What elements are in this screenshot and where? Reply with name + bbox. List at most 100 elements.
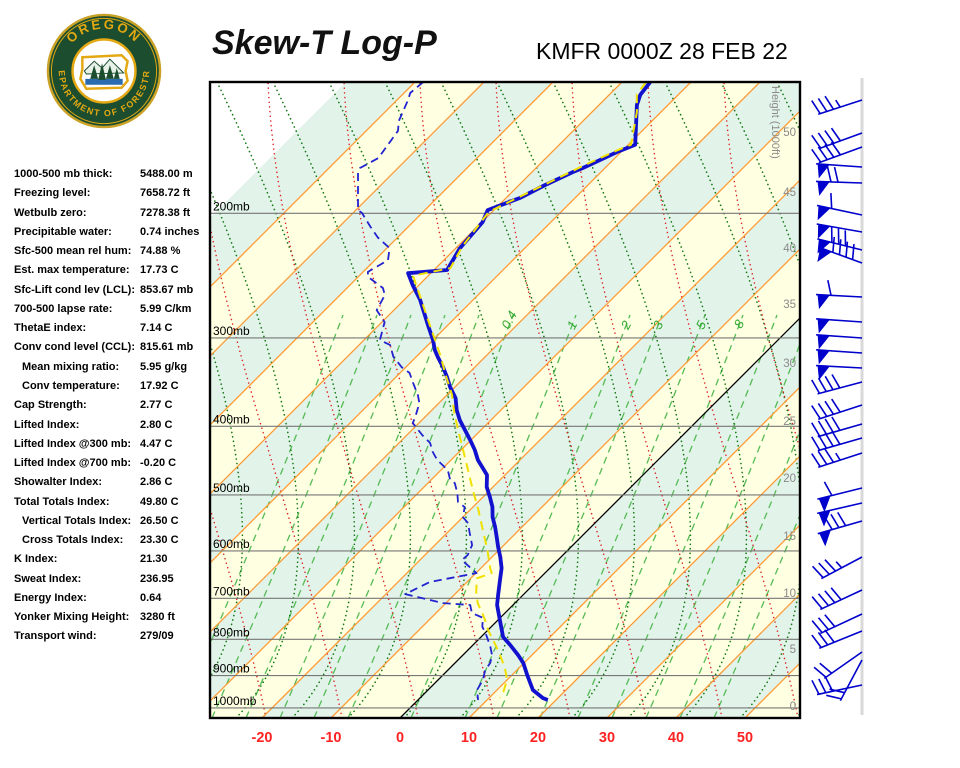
wind-barb: [811, 430, 863, 452]
dry-adiabat-line: [876, 82, 960, 718]
index-row: Lifted Index @700 mb: -0.20 C: [12, 457, 212, 476]
temp-band: [952, 82, 960, 718]
index-row: ThetaE index: 7.14 C: [12, 322, 212, 341]
height-tick-label: 10: [783, 588, 796, 600]
index-value: 3280 ft: [140, 611, 175, 623]
mixing-ratio-line: [645, 342, 800, 718]
chart-frame: [208, 80, 802, 720]
index-row: Est. max temperature: 17.73 C: [12, 264, 212, 283]
index-value: 49.80 C: [140, 496, 179, 508]
index-label: Freezing level:: [14, 187, 91, 199]
zero-isotherm-line: [399, 317, 800, 718]
index-label: Showalter Index:: [14, 476, 103, 488]
chart-grid: 0.4 1 2 3 5 8: [210, 82, 960, 718]
moist-adiabat-line: [720, 82, 800, 718]
wind-barb: [811, 398, 863, 420]
wind-barb: [811, 141, 863, 164]
temp-band: [883, 82, 960, 718]
wind-barb: [811, 587, 863, 611]
index-row: Mean mixing ratio: 5.95 g/kg: [12, 361, 212, 380]
index-row: Vertical Totals Index: 26.50 C: [12, 515, 212, 534]
moist-adiabat-line: [664, 82, 800, 718]
isotherm-line: [261, 179, 800, 718]
wind-barb: [816, 317, 863, 334]
moist-adiabat-line: [608, 82, 748, 718]
index-row: 1000-500 mb thick: 5488.00 m: [12, 168, 212, 187]
temperature-tick-label: -10: [321, 730, 342, 746]
index-value: 279/09: [140, 630, 174, 642]
mixing-ratio-line: [245, 314, 412, 718]
wind-barb: [817, 511, 863, 547]
index-label: Lifted Index @300 mb:: [14, 438, 132, 450]
index-row: Conv cond level (CCL): 815.61 mb: [12, 341, 212, 360]
index-label: Yonker Mixing Height:: [14, 611, 130, 623]
wind-barb: [811, 95, 863, 115]
odf-logo: OREGON DEPARTMENT OF FORESTRY: [45, 12, 162, 129]
index-row: Cap Strength: 2.77 C: [12, 399, 212, 418]
temperature-tick-label: -20: [252, 730, 273, 746]
isotherm-line: [210, 82, 485, 357]
index-label: Conv temperature:: [22, 380, 120, 392]
temp-band: [210, 111, 800, 718]
pressure-tick-label: 300mb: [213, 324, 250, 338]
pressure-tick-label: 200mb: [213, 199, 250, 213]
moist-adiabat-line: [496, 82, 636, 718]
height-axis-title: Height (1000ft): [769, 86, 781, 159]
index-value: 2.80 C: [140, 419, 173, 431]
index-value: 74.88 %: [140, 245, 181, 257]
index-label: K Index:: [14, 553, 58, 565]
index-label: Lifted Index @700 mb:: [14, 457, 132, 469]
index-label: 1000-500 mb thick:: [14, 168, 113, 180]
index-row: Sweat Index: 236.95: [12, 573, 212, 592]
isotherm-line: [883, 82, 960, 718]
mixing-ratio-line: [679, 429, 800, 718]
index-value: 0.74 inches: [140, 226, 200, 238]
index-label: Total Totals Index:: [14, 496, 110, 508]
temperature-trace: [406, 82, 652, 702]
pressure-tick-label: 1000mb: [213, 694, 257, 708]
index-label: Cap Strength:: [14, 399, 87, 411]
pressure-tick-label: 900mb: [213, 662, 250, 676]
index-value: 4.47 C: [140, 438, 173, 450]
wind-barb: [816, 348, 863, 365]
index-label: Vertical Totals Index:: [22, 515, 132, 527]
index-value: 5.95 g/kg: [140, 361, 188, 373]
index-row: Transport wind: 279/09: [12, 630, 212, 649]
index-label: Sweat Index:: [14, 573, 82, 585]
temp-band: [210, 82, 800, 701]
isotherm-line: [210, 82, 692, 564]
index-value: 23.30 C: [140, 534, 179, 546]
dewpoint-trace: [357, 82, 493, 701]
index-value: 26.50 C: [140, 515, 179, 527]
index-label: Cross Totals Index:: [22, 534, 124, 546]
index-label: Lifted Index:: [14, 419, 80, 431]
pressure-tick-label: 600mb: [213, 537, 250, 551]
moist-adiabat-line: [945, 82, 960, 718]
index-row: Sfc-500 mean rel hum: 74.88 %: [12, 245, 212, 264]
index-label: Sfc-Lift cond lev (LCL):: [14, 284, 135, 296]
isotherm-line: [210, 82, 416, 288]
isotherm-line: [210, 110, 800, 702]
moist-adiabat-line: [272, 82, 412, 718]
index-value: 17.73 C: [140, 264, 179, 276]
height-tick-label: 20: [783, 473, 796, 485]
wind-barb: [816, 280, 863, 310]
moist-adiabat-line: [384, 82, 524, 718]
mixing-ratio-line: [611, 314, 778, 718]
index-label: Est. max temperature:: [14, 264, 130, 276]
mixing-ratio-line: [577, 314, 744, 718]
wind-barb: [816, 223, 863, 239]
index-value: 815.61 mb: [140, 341, 194, 353]
height-tick-label: 30: [783, 358, 796, 370]
height-tick-label: 15: [783, 531, 796, 543]
temperature-tick-label: 20: [530, 730, 546, 746]
dry-adiabat-line: [952, 82, 960, 718]
index-label: ThetaE index:: [14, 322, 87, 334]
height-tick-label: 35: [783, 299, 796, 311]
isotherm-line: [210, 82, 623, 495]
index-row: Sfc-Lift cond lev (LCL): 853.67 mb: [12, 284, 212, 303]
wind-barb: [811, 416, 863, 438]
index-row: Lifted Index: 2.80 C: [12, 419, 212, 438]
isotherm-line: [468, 386, 800, 718]
